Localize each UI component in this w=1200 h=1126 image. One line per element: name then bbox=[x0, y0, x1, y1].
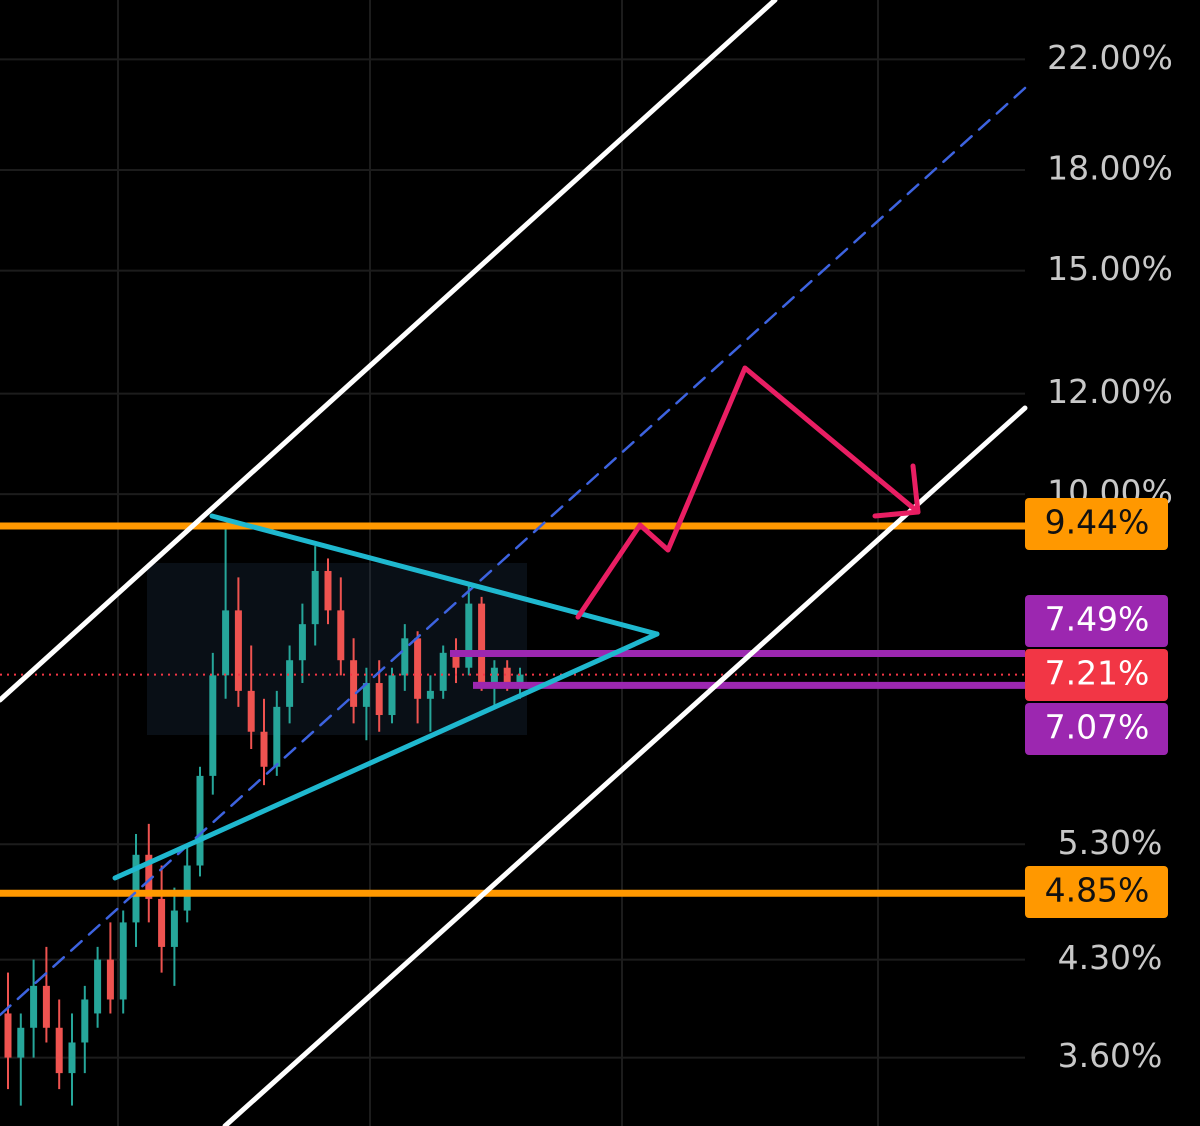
channel-upper bbox=[0, 0, 778, 703]
price-tag-label: 4.85% bbox=[1045, 871, 1150, 910]
candle-body bbox=[311, 570, 319, 625]
price-tags: 9.44% 7.49% 7.21% 7.07% 4.85% bbox=[1025, 498, 1168, 918]
y-tick-label: 18.00% bbox=[1047, 149, 1173, 188]
y-tick-label: 3.60% bbox=[1058, 1036, 1163, 1075]
candle-body bbox=[170, 910, 178, 947]
y-tick-label: 15.00% bbox=[1047, 249, 1173, 288]
candle-body bbox=[273, 706, 281, 767]
candle-body bbox=[196, 775, 204, 866]
candle-body bbox=[132, 854, 140, 923]
drawings bbox=[0, 0, 1028, 1126]
candle-body bbox=[286, 660, 294, 707]
channel-lower bbox=[222, 405, 1028, 1126]
grid bbox=[0, 58, 1025, 1059]
candle-body bbox=[337, 610, 345, 661]
candle-body bbox=[106, 959, 114, 1000]
price-tag bbox=[1025, 866, 1168, 918]
channel-mid bbox=[0, 86, 1027, 1017]
candle-body bbox=[414, 638, 422, 699]
candle-body bbox=[42, 985, 50, 1028]
candle-body bbox=[375, 683, 383, 716]
price-tag bbox=[1025, 595, 1168, 647]
candle-body bbox=[465, 603, 473, 668]
price-axis: 22.00%18.00%15.00%12.00%10.00%5.30%4.30%… bbox=[1047, 38, 1173, 1075]
price-tag-label: 7.21% bbox=[1045, 654, 1150, 693]
price-tag bbox=[1025, 703, 1168, 755]
candle-body bbox=[503, 667, 511, 684]
candle-body bbox=[183, 865, 191, 911]
candle-body bbox=[55, 1027, 63, 1074]
price-tag-label: 9.44% bbox=[1045, 503, 1150, 542]
candle-body bbox=[119, 922, 127, 1000]
triangle-upper bbox=[209, 513, 660, 637]
vertical-grid bbox=[117, 0, 879, 1126]
candle-body bbox=[516, 674, 524, 684]
candle-body bbox=[298, 624, 306, 661]
candle-body bbox=[30, 985, 38, 1028]
y-tick-label: 4.30% bbox=[1058, 938, 1163, 977]
candle-body bbox=[81, 999, 89, 1043]
candle-body bbox=[260, 731, 268, 767]
candle-body bbox=[247, 690, 255, 732]
price-tag bbox=[1025, 498, 1168, 550]
y-tick-label: 22.00% bbox=[1047, 38, 1173, 77]
projection-path bbox=[575, 365, 921, 620]
candle-body bbox=[17, 1027, 25, 1058]
candle-body bbox=[362, 683, 370, 707]
candle-body bbox=[388, 675, 396, 716]
y-tick-label: 12.00% bbox=[1047, 372, 1173, 411]
price-tag bbox=[1025, 649, 1168, 701]
price-tag-label: 7.07% bbox=[1045, 708, 1150, 747]
triangle-lower bbox=[112, 631, 660, 881]
candles bbox=[4, 528, 524, 1106]
candle-body bbox=[222, 610, 230, 676]
projection-arrowhead bbox=[872, 463, 921, 519]
candle-body bbox=[145, 854, 153, 899]
price-tag-label: 7.49% bbox=[1045, 600, 1150, 639]
candle-body bbox=[452, 652, 460, 668]
candle-body bbox=[478, 603, 486, 684]
candle-body bbox=[401, 638, 409, 676]
levels bbox=[0, 522, 1025, 897]
candle-body bbox=[490, 667, 498, 684]
candle-body bbox=[350, 660, 358, 707]
candle-body bbox=[68, 1042, 76, 1074]
candle-body bbox=[4, 1013, 12, 1058]
candle-body bbox=[324, 570, 332, 611]
candle-body bbox=[158, 898, 166, 947]
y-tick-label: 5.30% bbox=[1058, 823, 1163, 862]
candle-body bbox=[426, 690, 434, 699]
candle-body bbox=[234, 610, 242, 691]
candle-body bbox=[439, 652, 447, 691]
candle-body bbox=[94, 959, 102, 1014]
candle-body bbox=[209, 675, 217, 776]
